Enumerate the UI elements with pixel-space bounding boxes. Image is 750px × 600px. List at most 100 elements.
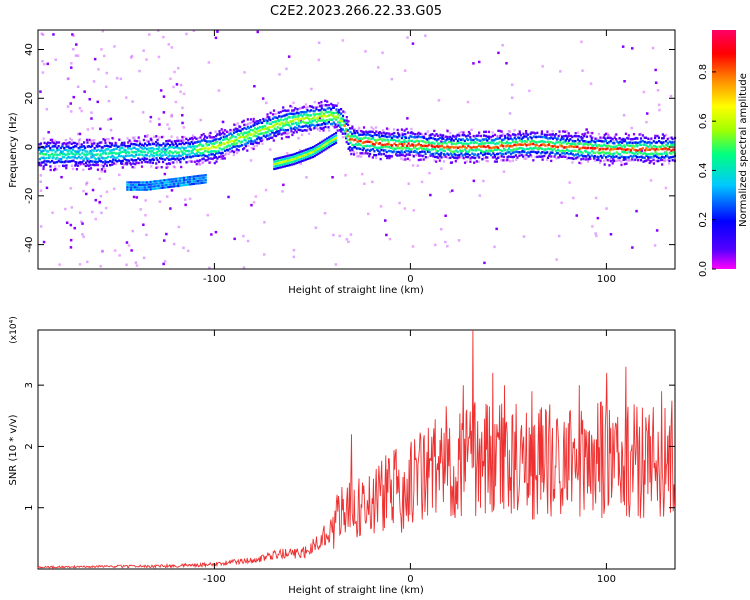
spectrogram-cell	[428, 150, 431, 154]
spectrogram-cell	[139, 144, 142, 148]
spectrogram-cell	[574, 157, 578, 160]
spectrogram-cell	[163, 239, 166, 242]
spectrogram-cell	[460, 152, 463, 155]
spectrogram-cell	[559, 138, 562, 142]
spectrogram-cell	[137, 139, 140, 143]
spectrogram-cell	[223, 146, 226, 149]
spectrogram-cell	[104, 149, 107, 152]
spectrogram-cell	[174, 100, 178, 104]
spectrogram-cell	[534, 141, 537, 144]
spectrogram-cell	[337, 112, 340, 116]
spectrogram-cell	[361, 141, 364, 145]
spectrogram-cell	[201, 157, 204, 161]
spectrogram-cell	[42, 149, 45, 152]
spectrogram-cell	[210, 142, 214, 145]
spectrogram-cell	[350, 147, 354, 150]
spectrogram-cell	[606, 134, 610, 137]
spectrogram-cell	[223, 138, 226, 141]
spectrogram-cell	[78, 143, 82, 147]
spectrogram-cell	[190, 180, 194, 183]
spectrogram-cell	[299, 129, 302, 132]
spectrogram-cell	[82, 145, 85, 148]
spectrogram-cell	[79, 163, 82, 166]
spectrogram-cell	[153, 142, 156, 146]
spectrogram-cell	[290, 122, 294, 126]
spectrogram-cell	[577, 151, 580, 154]
spectrogram-cell	[472, 138, 475, 142]
spectrogram-cell	[560, 137, 563, 140]
spectrogram-cell	[327, 138, 331, 141]
spectrogram-cell	[410, 135, 413, 138]
spectrogram-cell	[375, 141, 378, 144]
spectrogram-cell	[502, 152, 505, 156]
spectrogram-cell	[114, 159, 117, 162]
spectrogram-cell	[129, 161, 132, 165]
spectrogram-cell	[132, 151, 135, 154]
spectrogram-cell	[175, 185, 178, 188]
spectrogram-cell	[651, 147, 654, 150]
spectrogram-cell	[51, 141, 54, 144]
spectrogram-cell	[178, 142, 181, 146]
spectrogram-cell	[355, 147, 358, 150]
spectrogram-cell	[238, 145, 241, 148]
spectrogram-cell	[621, 141, 624, 144]
spectrogram-cell	[148, 33, 151, 36]
spectrogram-cell	[188, 178, 192, 181]
spectrogram-cell	[130, 158, 133, 161]
spectrogram-cell	[582, 140, 585, 143]
spectrogram-cell	[206, 150, 209, 153]
spectrogram-cell	[214, 230, 218, 234]
spectrogram-cell	[201, 161, 204, 165]
spectrogram-cell	[599, 147, 602, 151]
spectrogram-cell	[436, 149, 439, 153]
spectrogram-cell	[191, 155, 194, 158]
spectrogram-cell	[254, 195, 258, 198]
spectrogram-cell	[485, 156, 488, 159]
spectrogram-cell	[165, 153, 168, 156]
spectrogram-cell	[100, 149, 103, 152]
spectrogram-cell	[215, 160, 218, 163]
spectrogram-cell	[168, 139, 171, 142]
spectrogram-cell	[204, 159, 207, 162]
spectrogram-cell	[622, 114, 626, 117]
spectrogram-cell	[632, 133, 636, 136]
spectrogram-cell	[357, 137, 360, 140]
spectrogram-cell	[198, 163, 201, 166]
spectrogram-cell	[109, 149, 112, 152]
spectrogram-cell	[271, 131, 274, 134]
spectrogram-cell	[224, 149, 227, 152]
spectrogram-cell	[434, 138, 437, 141]
spectrogram-cell	[596, 216, 600, 220]
spectrogram-cell	[565, 130, 569, 133]
spectrogram-cell	[428, 134, 431, 137]
spectrogram-cell	[38, 163, 41, 167]
spectrogram-cell	[489, 149, 493, 152]
spectrogram-cell	[657, 136, 660, 139]
spectrogram-cell	[289, 156, 292, 159]
spectrogram-cell	[604, 137, 607, 140]
spectrogram-cell	[128, 159, 131, 162]
spectrogram-cell	[287, 55, 291, 58]
spectrogram-cell	[173, 146, 176, 149]
spectrogram-cell	[148, 143, 151, 146]
spectrogram-cell	[218, 132, 222, 135]
spectrogram-cell	[200, 181, 203, 184]
spectrogram-cell	[120, 160, 123, 163]
spectrogram-cell	[645, 120, 648, 124]
spectrogram-cell	[668, 151, 672, 154]
spectrogram-cell	[377, 134, 380, 137]
spectrogram-cell	[527, 147, 530, 151]
spectrogram-cell	[282, 106, 285, 109]
spectrogram-cell	[145, 181, 148, 184]
spectrogram-cell	[46, 62, 49, 66]
spectrogram-cell	[482, 156, 485, 160]
spectrogram-cell	[268, 122, 271, 125]
spectrogram-cell	[446, 135, 449, 139]
spectrogram-cell	[320, 110, 323, 114]
spectrogram-cell	[45, 153, 48, 156]
spectrogram-cell	[411, 245, 415, 248]
spectrogram-cell	[169, 207, 172, 210]
spectrogram-cell	[132, 183, 135, 186]
spectrogram-cell	[433, 159, 436, 162]
spectrogram-cell	[173, 166, 177, 169]
